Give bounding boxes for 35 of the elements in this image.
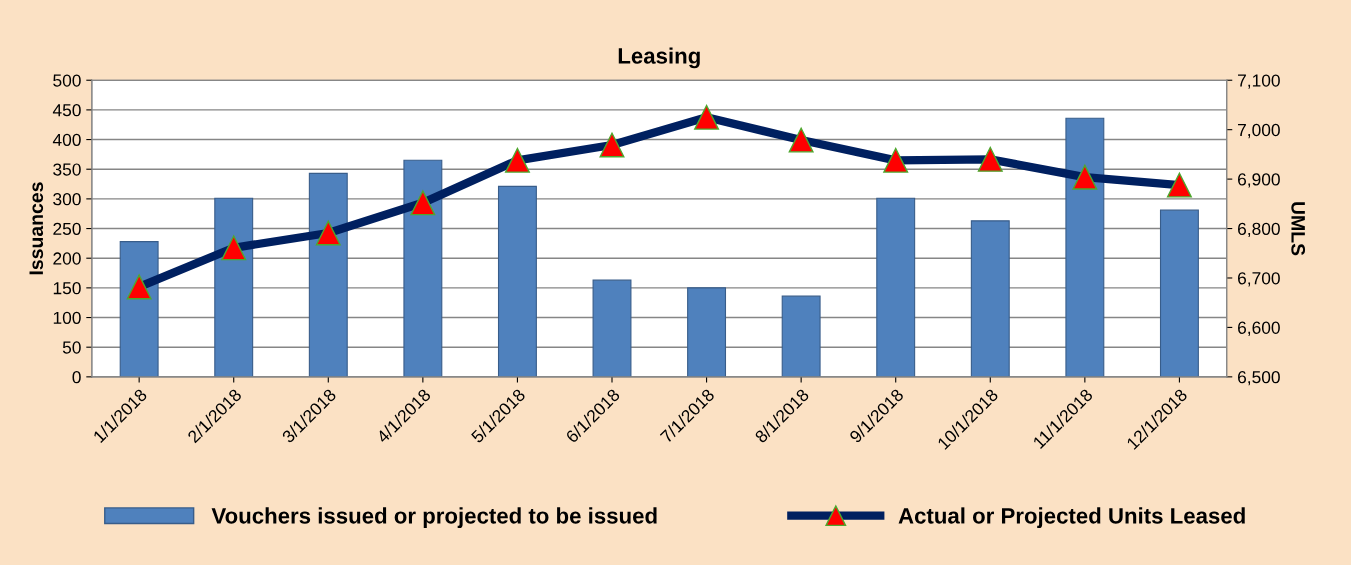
y-tick-label: 350 xyxy=(53,163,81,176)
bar xyxy=(1065,117,1105,377)
y2-tick-label: 6,600 xyxy=(1238,321,1280,336)
y2-tick-label: 7,000 xyxy=(1238,123,1280,139)
bar xyxy=(497,185,537,377)
legend-label: Vouchers issued or projected to be issued xyxy=(211,507,657,529)
y2-tick-label: 6,900 xyxy=(1238,173,1280,188)
chart-title: Leasing xyxy=(618,47,700,69)
y-tick-label: 500 xyxy=(53,74,81,87)
bar xyxy=(592,279,632,377)
bar xyxy=(214,197,254,377)
y2-tick-label: 6,700 xyxy=(1238,272,1280,287)
bar xyxy=(1159,209,1199,377)
y-tick-label: 200 xyxy=(53,252,81,265)
y-tick-label: 250 xyxy=(53,222,81,235)
y2-tick-label: 7,100 xyxy=(1238,74,1280,89)
y-tick-label: 50 xyxy=(62,341,81,354)
bar xyxy=(781,295,821,377)
y-tick-label: 400 xyxy=(52,133,81,147)
y2-axis-title: UMLS xyxy=(1291,202,1306,256)
y-tick-label: 150 xyxy=(53,282,81,295)
y-tick-label: 100 xyxy=(53,311,81,324)
y-axis-title: Issuances xyxy=(29,182,44,275)
y2-tick-label: 6,500 xyxy=(1238,371,1280,386)
bar xyxy=(403,159,443,377)
y-tick-label: 0 xyxy=(72,371,81,384)
y-tick-label: 450 xyxy=(52,104,81,117)
y-tick-label: 300 xyxy=(53,193,81,206)
y2-tick-label: 6,800 xyxy=(1238,222,1280,238)
bar xyxy=(970,220,1010,377)
legend-label: Actual or Projected Units Leased xyxy=(898,507,1245,529)
bar xyxy=(308,172,348,377)
bar xyxy=(119,241,159,377)
bar xyxy=(687,287,727,377)
bar xyxy=(876,197,916,377)
